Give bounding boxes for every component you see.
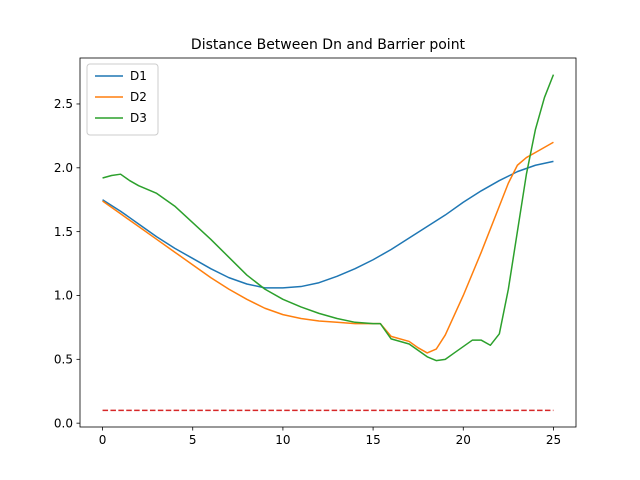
- y-tick-label: 0.0: [54, 416, 73, 430]
- x-tick-label: 25: [546, 433, 561, 447]
- x-tick-label: 10: [275, 433, 290, 447]
- y-tick-label: 2.0: [54, 161, 73, 175]
- legend-box: [86, 63, 159, 136]
- y-tick-label: 0.5: [54, 353, 73, 367]
- x-tick-label: 5: [189, 433, 197, 447]
- legend-label-d3: D3: [130, 111, 147, 125]
- plot-area: [102, 74, 555, 412]
- series-line-d3: [102, 74, 555, 362]
- x-tick-label: 15: [365, 433, 380, 447]
- x-tick-label: 20: [456, 433, 471, 447]
- y-tick-label: 1.0: [54, 289, 73, 303]
- legend-label-d2: D2: [130, 90, 147, 104]
- axes-frame: [79, 57, 577, 428]
- legend-label-d1: D1: [130, 69, 147, 83]
- chart-title: Distance Between Dn and Barrier point: [191, 37, 466, 53]
- axes: 0 5 10 15 20 25 0.0 0.5 1.0 1.5 2.0 2.5: [54, 57, 577, 447]
- x-tick-label: 0: [99, 433, 107, 447]
- y-tick-label: 2.5: [54, 97, 73, 111]
- series-line-d1: [102, 160, 554, 289]
- legend: D1 D2 D3: [86, 63, 159, 136]
- y-tick-label: 1.5: [54, 225, 73, 239]
